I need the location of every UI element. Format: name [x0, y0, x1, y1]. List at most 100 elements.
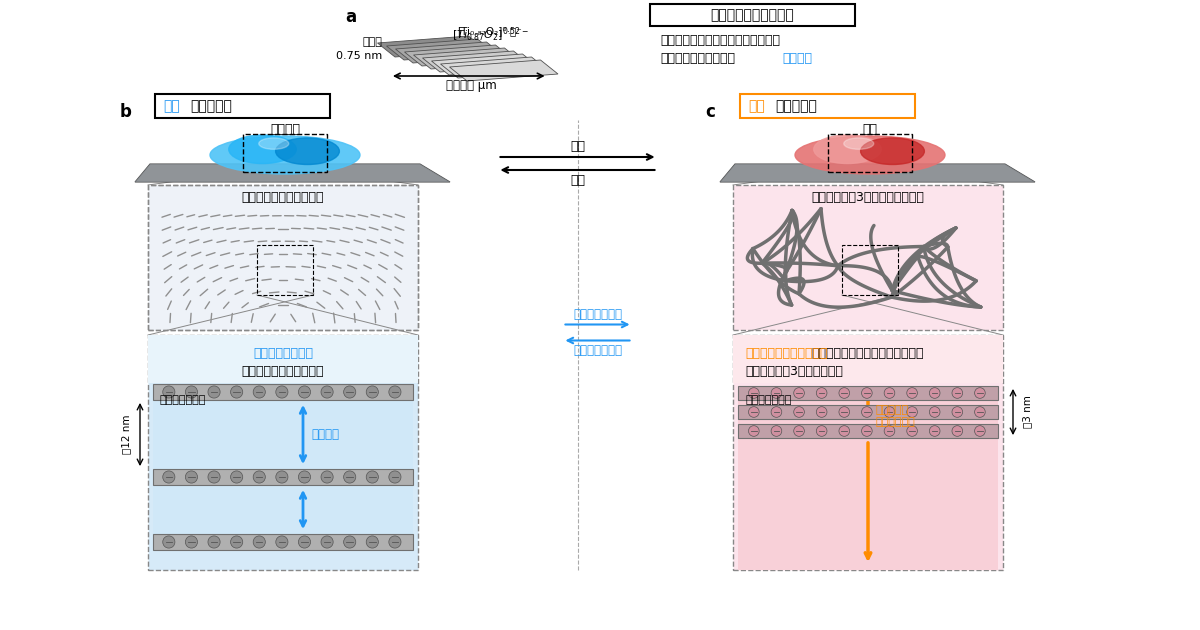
Circle shape	[185, 536, 198, 548]
Text: ナノシート側面: ナノシート側面	[745, 395, 791, 405]
Circle shape	[793, 387, 804, 398]
Circle shape	[862, 426, 872, 437]
Circle shape	[208, 386, 220, 398]
Circle shape	[276, 471, 288, 483]
Circle shape	[276, 386, 288, 398]
Polygon shape	[450, 60, 558, 81]
Circle shape	[343, 536, 355, 548]
Ellipse shape	[276, 138, 340, 164]
Text: b: b	[120, 103, 132, 121]
Text: ナノシートが3次元的に集合: ナノシートが3次元的に集合	[745, 365, 842, 378]
Ellipse shape	[814, 135, 881, 164]
Text: ～12 nm: ～12 nm	[121, 415, 131, 454]
Text: [Ti₀.₈₇O₂]⁰·㖲⁻: [Ti₀.₈₇O₂]⁰·㖲⁻	[457, 26, 522, 36]
Circle shape	[366, 386, 378, 398]
Circle shape	[185, 471, 198, 483]
Circle shape	[253, 536, 265, 548]
Circle shape	[163, 536, 175, 548]
Circle shape	[793, 426, 804, 437]
Text: 静電斥力が減少: 静電斥力が減少	[574, 309, 622, 321]
Ellipse shape	[210, 136, 360, 174]
Circle shape	[884, 387, 895, 398]
Circle shape	[163, 471, 175, 483]
Bar	[148, 185, 418, 330]
Bar	[154, 400, 413, 469]
Bar	[738, 438, 998, 570]
Text: 斥力: 斥力	[163, 99, 180, 113]
Text: 静電斥力によって: 静電斥力によって	[253, 347, 313, 360]
Text: 冷却: 冷却	[570, 174, 586, 187]
Text: $[Ti_{0.87}O_2]^{0.52-}$: $[Ti_{0.87}O_2]^{0.52-}$	[451, 26, 528, 44]
Text: ナノシートのラメラ構造: ナノシートのラメラ構造	[241, 191, 324, 204]
Circle shape	[952, 426, 962, 437]
Bar	[257, 245, 313, 295]
Circle shape	[862, 387, 872, 398]
Bar	[740, 94, 916, 118]
Circle shape	[907, 387, 918, 398]
Circle shape	[749, 387, 760, 398]
Bar	[148, 335, 418, 383]
Circle shape	[389, 386, 401, 398]
Circle shape	[952, 407, 962, 417]
Text: 横幅：数 μm: 横幅：数 μm	[446, 79, 497, 92]
Polygon shape	[378, 36, 486, 57]
Circle shape	[772, 407, 781, 417]
Circle shape	[862, 407, 872, 417]
Text: ナノシートの3次元ネットワーク: ナノシートの3次元ネットワーク	[811, 191, 924, 204]
Text: c: c	[706, 103, 715, 121]
Circle shape	[366, 471, 378, 483]
Circle shape	[816, 426, 827, 437]
Circle shape	[929, 426, 940, 437]
Polygon shape	[134, 164, 450, 182]
Text: 厚み：
0.75 nm: 厚み： 0.75 nm	[336, 37, 382, 60]
Circle shape	[389, 536, 401, 548]
Bar	[154, 469, 413, 485]
Text: ～3 nm: ～3 nm	[1022, 396, 1032, 428]
Text: 支配のゲル: 支配のゲル	[190, 99, 232, 113]
Ellipse shape	[860, 138, 924, 164]
Text: 静電斥力: 静電斥力	[311, 428, 340, 441]
Circle shape	[793, 407, 804, 417]
Bar	[738, 405, 998, 419]
Bar	[828, 134, 912, 172]
Text: 引力: 引力	[748, 99, 764, 113]
Circle shape	[185, 386, 198, 398]
Text: ファンデルワールス引力: ファンデルワールス引力	[745, 347, 828, 360]
Polygon shape	[386, 39, 496, 60]
Circle shape	[929, 407, 940, 417]
Circle shape	[389, 471, 401, 483]
Circle shape	[276, 536, 288, 548]
Circle shape	[230, 536, 242, 548]
Circle shape	[343, 471, 355, 483]
Circle shape	[816, 407, 827, 417]
Text: 静電斥力: 静電斥力	[782, 52, 812, 65]
Circle shape	[322, 386, 334, 398]
Bar	[738, 400, 998, 424]
Circle shape	[974, 426, 985, 437]
Text: ナノシート側面: ナノシート側面	[160, 395, 206, 405]
Ellipse shape	[229, 135, 296, 164]
Bar	[733, 335, 1003, 570]
Circle shape	[299, 471, 311, 483]
Circle shape	[952, 387, 962, 398]
Ellipse shape	[259, 138, 289, 149]
Text: ファンデルワールス引力によって: ファンデルワールス引力によって	[811, 347, 924, 360]
Text: a: a	[346, 8, 356, 26]
Circle shape	[749, 426, 760, 437]
Circle shape	[839, 407, 850, 417]
Circle shape	[772, 387, 781, 398]
Ellipse shape	[844, 138, 874, 149]
Circle shape	[230, 471, 242, 483]
Circle shape	[749, 407, 760, 417]
Circle shape	[208, 536, 220, 548]
Polygon shape	[440, 57, 550, 78]
Bar	[155, 94, 330, 118]
Circle shape	[322, 536, 334, 548]
Circle shape	[772, 426, 781, 437]
Bar	[154, 485, 413, 534]
Circle shape	[839, 426, 850, 437]
Text: 加熱: 加熱	[570, 140, 586, 153]
Circle shape	[299, 386, 311, 398]
Circle shape	[230, 386, 242, 398]
Circle shape	[907, 407, 918, 417]
